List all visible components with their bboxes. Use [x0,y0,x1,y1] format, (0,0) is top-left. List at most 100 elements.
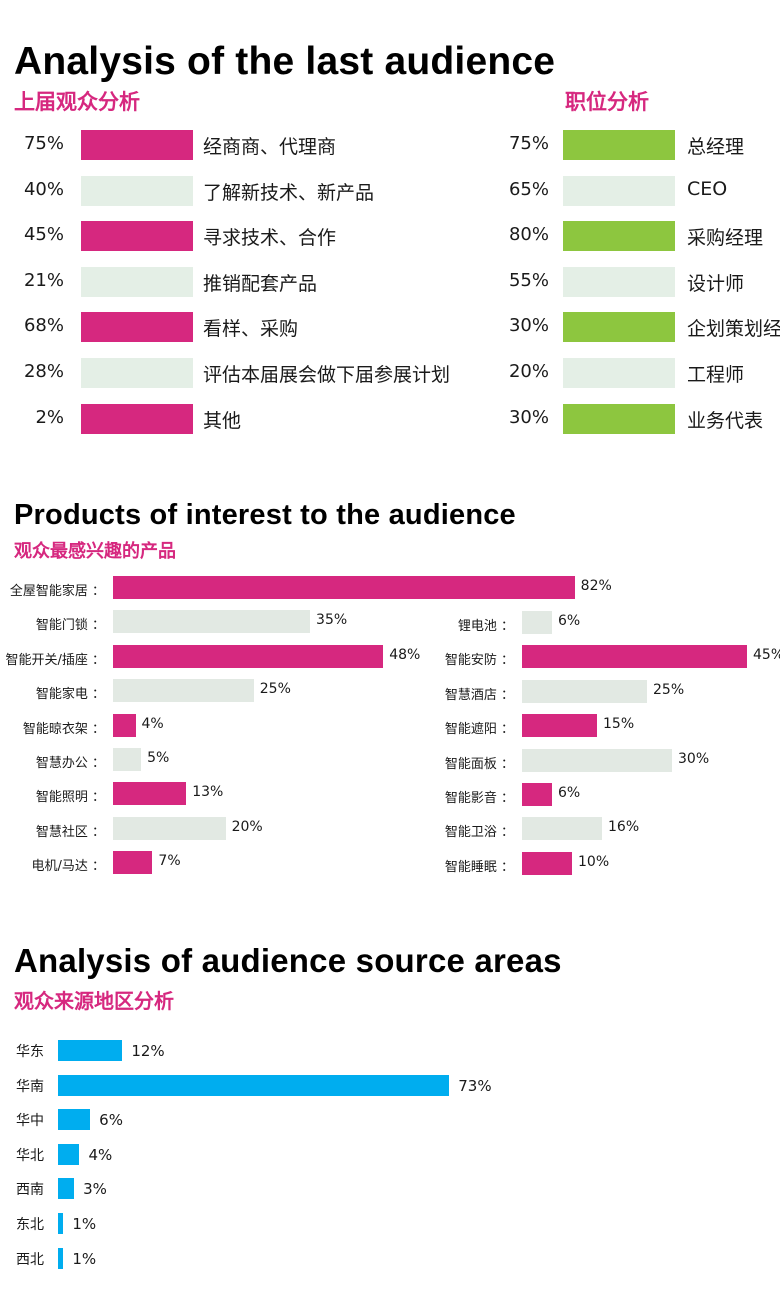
purpose-pct: 45% [23,224,64,246]
purpose-pct: 40% [23,178,64,200]
product-category-label: 智慧酒店 ： [444,687,514,703]
purpose-label: 经商商、代理商 [203,136,337,158]
product-value-label: 15% [603,716,635,733]
region-bar [58,1074,450,1096]
purpose-block [81,403,193,434]
purpose-block [81,358,193,388]
product-bar [113,782,187,806]
product-bar [522,611,552,634]
section1-right-subtitle: 职位分析 [565,90,649,114]
region-label: 华南 [16,1078,44,1095]
purpose-pct: 68% [23,315,64,337]
product-category-label: 智能开关/插座 ： [5,652,105,668]
region-value-label: 73% [458,1076,492,1095]
position-block [563,358,675,388]
region-bar [58,1178,75,1200]
position-pct: 65% [508,178,549,200]
position-label: CEO [687,177,728,200]
position-pct: 30% [508,315,549,337]
product-category-label: 智能安防 ： [444,653,514,669]
position-label: 总经理 [687,136,745,158]
region-bar [58,1109,91,1131]
position-pct: 20% [508,361,549,382]
product-value-label: 6% [558,613,581,629]
region-label: 西南 [16,1182,44,1199]
region-value-label: 3% [83,1180,107,1199]
purpose-label: 评估本届展会做下届参展计划 [203,364,451,386]
product-value-label: 6% [558,785,581,801]
product-category-label: 智能影音 ： [444,791,514,806]
purpose-pct: 2% [35,406,64,428]
position-block [563,266,675,297]
product-bar [522,851,572,875]
region-value-label: 4% [88,1145,113,1164]
product-value-label: 5% [147,750,170,766]
product-category-label: 智慧社区 ： [35,824,105,840]
product-category-label: 智慧办公 ： [35,756,105,771]
purpose-block [81,221,193,252]
purpose-label: 看样、采购 [203,318,299,341]
product-bar [522,748,672,772]
product-value-label: 82% [580,578,612,594]
product-value-label: 7% [158,853,181,870]
position-block [563,175,675,206]
purpose-label: 了解新技术、新产品 [203,181,375,204]
product-value-label: 45% [753,647,780,664]
product-category-label: 智能睡眠 ： [444,859,514,875]
position-label: 企划策划经理 [687,318,780,341]
position-label: 设计师 [687,272,745,295]
product-bar [522,645,747,669]
position-block [563,221,675,252]
position-label: 业务代表 [687,409,764,432]
product-bar [113,851,153,875]
product-bar [113,679,254,703]
purpose-block [81,175,193,206]
position-block [563,403,675,434]
section3-subtitle: 观众来源地区分析 [14,989,174,1013]
region-value-label: 1% [72,1215,97,1233]
product-bar [113,576,575,599]
position-label: 工程师 [687,364,745,386]
position-pct: 75% [508,133,549,154]
region-value-label: 6% [99,1111,123,1130]
region-label: 华东 [16,1044,44,1060]
product-bar [522,679,647,703]
position-block [563,312,675,343]
product-value-label: 10% [578,853,610,870]
product-bar [522,783,552,806]
product-value-label: 20% [231,818,263,835]
product-bar [113,610,311,634]
product-value-label: 30% [678,750,710,767]
product-category-label: 智能照明 ： [35,790,105,806]
region-value-label: 1% [72,1249,97,1268]
product-bar [522,714,597,738]
region-label: 华北 [16,1147,44,1164]
product-value-label: 35% [316,612,348,629]
purpose-block [81,130,193,160]
product-value-label: 48% [389,646,421,663]
product-value-label: 16% [608,819,640,836]
purpose-pct: 28% [23,361,64,382]
region-value-label: 12% [131,1042,165,1060]
product-category-label: 智能卫浴 ： [444,825,514,841]
product-value-label: 25% [259,681,291,698]
section3-title: Analysis of audience source areas [14,942,562,979]
purpose-block [81,312,193,343]
section1-left-subtitle: 上届观众分析 [14,90,140,114]
region-bar [58,1040,123,1061]
section2-subtitle: 观众最感兴趣的产品 [14,541,176,562]
position-pct: 80% [508,224,549,246]
region-label: 东北 [16,1217,44,1233]
product-category-label: 智能门锁 ： [35,618,105,634]
product-category-label: 电机/马达 ： [31,859,105,875]
purpose-block [81,266,193,297]
section2-title: Products of interest to the audience [14,499,516,531]
product-bar [113,713,136,737]
product-bar [522,817,602,841]
region-label: 西北 [16,1251,44,1268]
product-category-label: 锂电池 ： [457,619,514,634]
region-bar [58,1213,64,1234]
product-value-label: 13% [192,784,224,801]
position-pct: 55% [508,269,549,291]
